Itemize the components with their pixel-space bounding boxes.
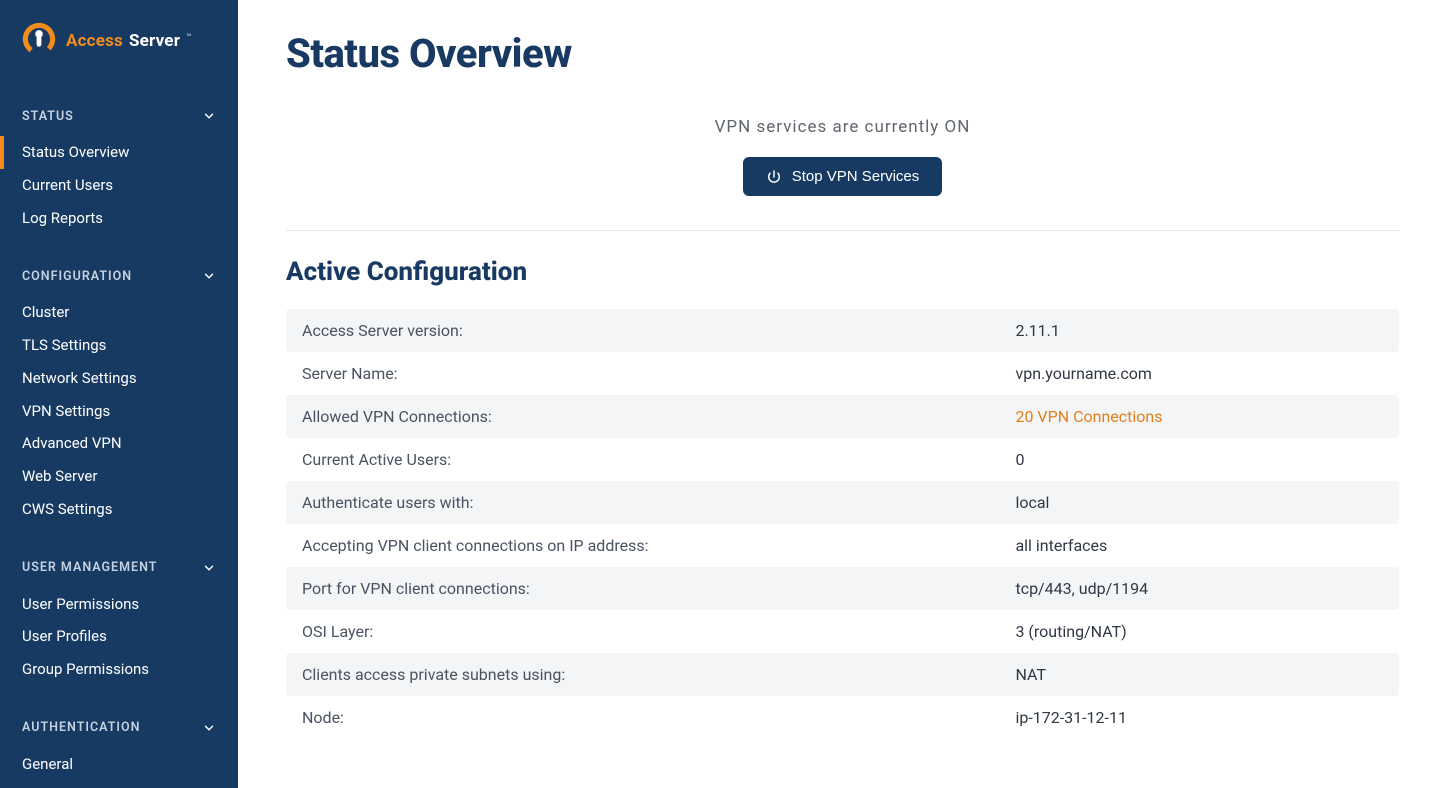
stop-vpn-button[interactable]: Stop VPN Services xyxy=(743,157,943,196)
config-row: Server Name:vpn.yourname.com xyxy=(286,352,1399,395)
sidebar-sections: STATUS Status OverviewCurrent UsersLog Re… xyxy=(0,96,238,788)
sidebar-item[interactable]: User Permissions xyxy=(0,588,238,621)
config-row-value: ip-172-31-12-11 xyxy=(1015,708,1383,727)
sidebar-section-header[interactable]: STATUS xyxy=(0,96,238,136)
page-title: Status Overview xyxy=(286,30,1399,77)
sidebar-section-title: AUTHENTICATION xyxy=(22,720,140,735)
sidebar-item[interactable]: TLS Settings xyxy=(0,329,238,362)
power-icon xyxy=(766,169,782,185)
sidebar-item[interactable]: Current Users xyxy=(0,169,238,202)
config-row: Authenticate users with:local xyxy=(286,481,1399,524)
brand-first: Access xyxy=(66,31,123,51)
config-row-label: Accepting VPN client connections on IP a… xyxy=(302,536,1015,555)
sidebar-item[interactable]: CWS Settings xyxy=(0,493,238,526)
config-row-label: Authenticate users with: xyxy=(302,493,1015,512)
config-row-value-link[interactable]: 20 VPN Connections xyxy=(1015,407,1383,426)
vpn-status-block: VPN services are currently ON Stop VPN S… xyxy=(286,117,1399,231)
config-row: Accepting VPN client connections on IP a… xyxy=(286,524,1399,567)
chevron-down-icon xyxy=(202,269,216,283)
config-row-value: 3 (routing/NAT) xyxy=(1015,622,1383,641)
main-content: Status Overview VPN services are current… xyxy=(238,0,1447,788)
config-row-value: 2.11.1 xyxy=(1015,321,1383,340)
trademark-icon: ™ xyxy=(186,33,192,43)
config-table: Access Server version:2.11.1Server Name:… xyxy=(286,309,1399,739)
config-row: OSI Layer:3 (routing/NAT) xyxy=(286,610,1399,653)
vpn-status-text: VPN services are currently ON xyxy=(286,117,1399,137)
config-row-label: Port for VPN client connections: xyxy=(302,579,1015,598)
sidebar-section-header[interactable]: CONFIGURATION xyxy=(0,256,238,296)
config-row: Access Server version:2.11.1 xyxy=(286,309,1399,352)
config-row: Clients access private subnets using:NAT xyxy=(286,653,1399,696)
chevron-down-icon xyxy=(202,721,216,735)
config-row-label: Current Active Users: xyxy=(302,450,1015,469)
stop-vpn-button-label: Stop VPN Services xyxy=(792,168,920,185)
config-row-label: OSI Layer: xyxy=(302,622,1015,641)
config-row-value: vpn.yourname.com xyxy=(1015,364,1383,383)
config-row-label: Clients access private subnets using: xyxy=(302,665,1015,684)
sidebar-item[interactable]: Cluster xyxy=(0,296,238,329)
sidebar-section-header[interactable]: AUTHENTICATION xyxy=(0,708,238,748)
sidebar-item[interactable]: Status Overview xyxy=(0,136,238,169)
config-row-value: 0 xyxy=(1015,450,1383,469)
sidebar-section-title: USER MANAGEMENT xyxy=(22,560,157,575)
sidebar-item[interactable]: Advanced VPN xyxy=(0,427,238,460)
active-config-title: Active Configuration xyxy=(286,257,1399,287)
brand-second: Server xyxy=(129,31,180,51)
config-row-value: tcp/443, udp/1194 xyxy=(1015,579,1383,598)
sidebar-section-title: STATUS xyxy=(22,109,74,124)
config-row-label: Server Name: xyxy=(302,364,1015,383)
sidebar-item[interactable]: Log Reports xyxy=(0,202,238,235)
config-row-label: Access Server version: xyxy=(302,321,1015,340)
config-row-value: all interfaces xyxy=(1015,536,1383,555)
config-row-label: Allowed VPN Connections: xyxy=(302,407,1015,426)
sidebar-section-header[interactable]: USER MANAGEMENT xyxy=(0,548,238,588)
config-row: Allowed VPN Connections:20 VPN Connectio… xyxy=(286,395,1399,438)
config-row-label: Node: xyxy=(302,708,1015,727)
sidebar-item[interactable]: User Profiles xyxy=(0,620,238,653)
chevron-down-icon xyxy=(202,109,216,123)
sidebar-item[interactable]: General xyxy=(0,748,238,781)
sidebar-item[interactable]: VPN Settings xyxy=(0,395,238,428)
chevron-down-icon xyxy=(202,561,216,575)
config-row-value: local xyxy=(1015,493,1383,512)
sidebar-section-title: CONFIGURATION xyxy=(22,269,132,284)
config-row: Current Active Users:0 xyxy=(286,438,1399,481)
sidebar-item[interactable]: Network Settings xyxy=(0,362,238,395)
sidebar-item[interactable]: PAM xyxy=(0,781,238,788)
config-row: Node:ip-172-31-12-11 xyxy=(286,696,1399,739)
config-row-value: NAT xyxy=(1015,665,1383,684)
sidebar-item[interactable]: Group Permissions xyxy=(0,653,238,686)
openvpn-logo-icon xyxy=(22,22,56,60)
brand-logo[interactable]: Access Server ™ xyxy=(0,0,238,84)
sidebar: Access Server ™ STATUS Status OverviewCur… xyxy=(0,0,238,788)
sidebar-item[interactable]: Web Server xyxy=(0,460,238,493)
config-row: Port for VPN client connections:tcp/443,… xyxy=(286,567,1399,610)
